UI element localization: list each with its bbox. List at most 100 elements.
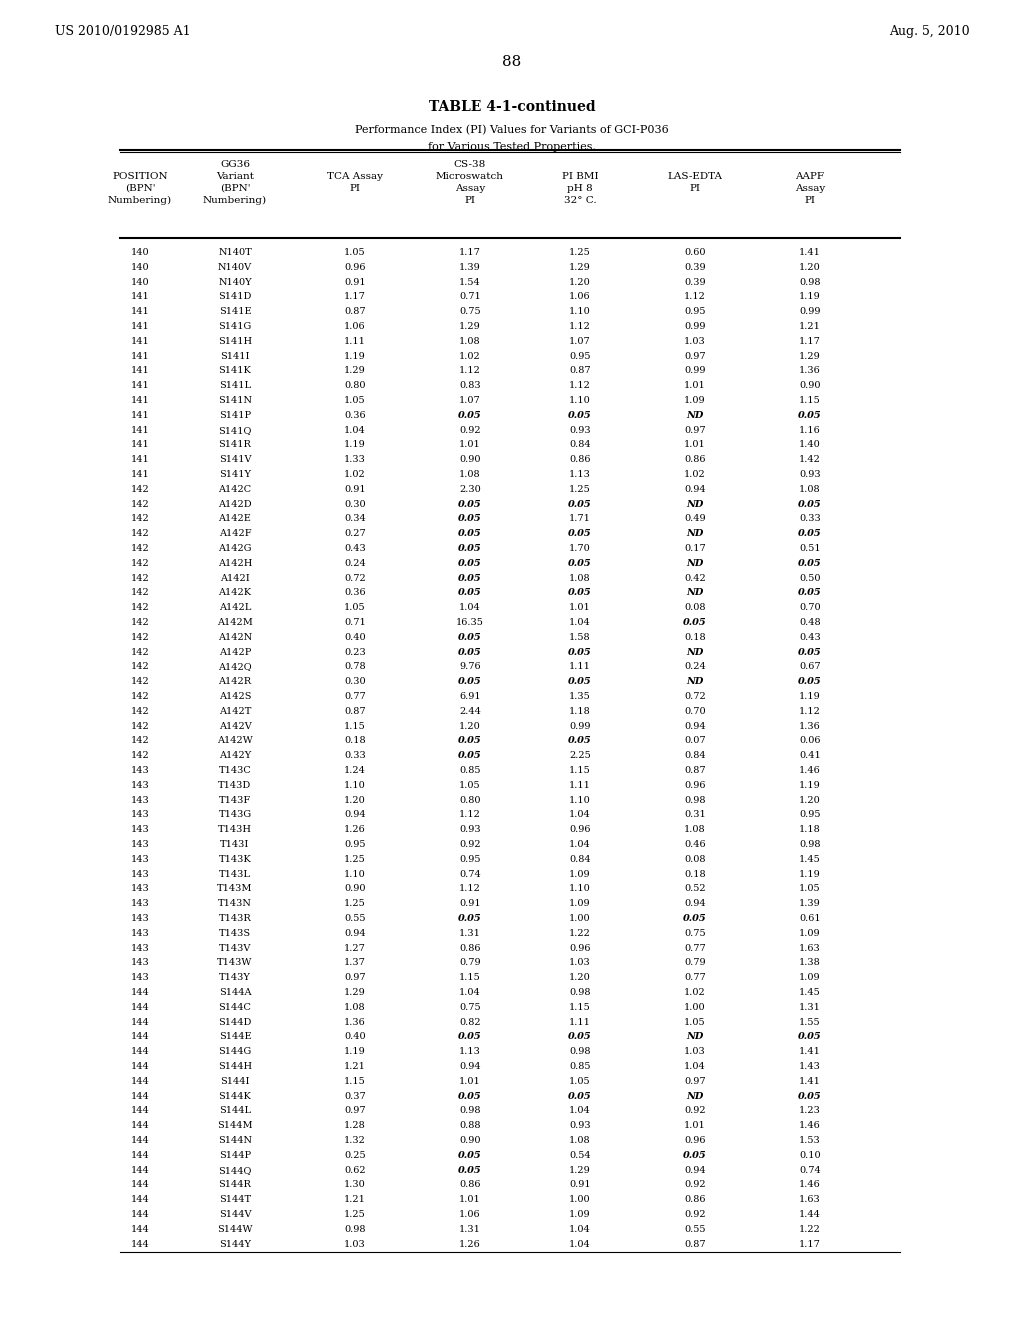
Text: 0.77: 0.77 (684, 944, 706, 953)
Text: 1.02: 1.02 (684, 470, 706, 479)
Text: 1.00: 1.00 (684, 1003, 706, 1012)
Text: A142M: A142M (217, 618, 253, 627)
Text: 1.13: 1.13 (569, 470, 591, 479)
Text: 1.21: 1.21 (344, 1063, 366, 1071)
Text: 0.39: 0.39 (684, 277, 706, 286)
Text: AAPF
Assay
PI: AAPF Assay PI (795, 172, 825, 205)
Text: T143N: T143N (218, 899, 252, 908)
Text: 0.05: 0.05 (798, 558, 822, 568)
Text: A142C: A142C (218, 484, 252, 494)
Text: A142F: A142F (219, 529, 251, 539)
Text: 0.97: 0.97 (684, 1077, 706, 1086)
Text: 0.70: 0.70 (799, 603, 821, 612)
Text: S141V: S141V (219, 455, 251, 465)
Text: 0.30: 0.30 (344, 499, 366, 508)
Text: 1.03: 1.03 (569, 958, 591, 968)
Text: 1.08: 1.08 (569, 574, 591, 582)
Text: 1.15: 1.15 (569, 1003, 591, 1012)
Text: T143G: T143G (218, 810, 252, 820)
Text: 140: 140 (131, 248, 150, 257)
Text: 142: 142 (131, 632, 150, 642)
Text: 0.90: 0.90 (459, 455, 480, 465)
Text: 0.97: 0.97 (684, 425, 706, 434)
Text: 0.05: 0.05 (458, 544, 482, 553)
Text: 0.91: 0.91 (344, 484, 366, 494)
Text: 143: 143 (131, 781, 150, 789)
Text: 0.05: 0.05 (458, 515, 482, 524)
Text: 1.31: 1.31 (799, 1003, 821, 1012)
Text: T143H: T143H (218, 825, 252, 834)
Text: A142W: A142W (217, 737, 253, 746)
Text: 1.15: 1.15 (459, 973, 481, 982)
Text: S144K: S144K (218, 1092, 252, 1101)
Text: 1.01: 1.01 (684, 381, 706, 391)
Text: PI BMI
pH 8
32° C.: PI BMI pH 8 32° C. (562, 172, 598, 205)
Text: 0.24: 0.24 (344, 558, 366, 568)
Text: 1.10: 1.10 (569, 884, 591, 894)
Text: 1.10: 1.10 (569, 796, 591, 805)
Text: 0.84: 0.84 (569, 855, 591, 863)
Text: 1.15: 1.15 (569, 766, 591, 775)
Text: 0.98: 0.98 (569, 1047, 591, 1056)
Text: 1.12: 1.12 (569, 322, 591, 331)
Text: A142R: A142R (218, 677, 252, 686)
Text: 143: 143 (131, 958, 150, 968)
Text: 1.32: 1.32 (344, 1137, 366, 1144)
Text: 0.33: 0.33 (799, 515, 821, 524)
Text: 0.83: 0.83 (459, 381, 481, 391)
Text: 1.03: 1.03 (344, 1239, 366, 1249)
Text: Microswatch
Assay
PI: Microswatch Assay PI (436, 172, 504, 205)
Text: 1.04: 1.04 (569, 810, 591, 820)
Text: 0.70: 0.70 (684, 706, 706, 715)
Text: 144: 144 (131, 1032, 150, 1041)
Text: 141: 141 (131, 293, 150, 301)
Text: 0.94: 0.94 (459, 1063, 481, 1071)
Text: 0.05: 0.05 (458, 677, 482, 686)
Text: 0.05: 0.05 (458, 648, 482, 656)
Text: 142: 142 (131, 558, 150, 568)
Text: 1.13: 1.13 (459, 1047, 481, 1056)
Text: 1.04: 1.04 (569, 618, 591, 627)
Text: A142P: A142P (219, 648, 251, 656)
Text: 1.10: 1.10 (569, 396, 591, 405)
Text: 142: 142 (131, 574, 150, 582)
Text: 1.26: 1.26 (459, 1239, 481, 1249)
Text: S141E: S141E (219, 308, 251, 317)
Text: 9.76: 9.76 (459, 663, 481, 672)
Text: 1.15: 1.15 (344, 722, 366, 730)
Text: 1.19: 1.19 (344, 1047, 366, 1056)
Text: 1.09: 1.09 (569, 870, 591, 879)
Text: 1.01: 1.01 (459, 1195, 481, 1204)
Text: 1.11: 1.11 (569, 663, 591, 672)
Text: 1.20: 1.20 (569, 277, 591, 286)
Text: 0.86: 0.86 (459, 1180, 480, 1189)
Text: 0.61: 0.61 (799, 913, 821, 923)
Text: 0.77: 0.77 (684, 973, 706, 982)
Text: 0.39: 0.39 (684, 263, 706, 272)
Text: 0.23: 0.23 (344, 648, 366, 656)
Text: 1.17: 1.17 (344, 293, 366, 301)
Text: 1.10: 1.10 (344, 870, 366, 879)
Text: 0.54: 0.54 (569, 1151, 591, 1160)
Text: 1.12: 1.12 (684, 293, 706, 301)
Text: A142D: A142D (218, 499, 252, 508)
Text: 0.82: 0.82 (459, 1018, 481, 1027)
Text: 0.05: 0.05 (568, 529, 592, 539)
Text: 0.91: 0.91 (344, 277, 366, 286)
Text: 1.00: 1.00 (569, 1195, 591, 1204)
Text: 143: 143 (131, 899, 150, 908)
Text: 1.41: 1.41 (799, 248, 821, 257)
Text: 1.58: 1.58 (569, 632, 591, 642)
Text: 0.18: 0.18 (344, 737, 366, 746)
Text: 0.86: 0.86 (684, 455, 706, 465)
Text: ND: ND (686, 529, 703, 539)
Text: 1.17: 1.17 (459, 248, 481, 257)
Text: 1.45: 1.45 (799, 987, 821, 997)
Text: 0.94: 0.94 (684, 1166, 706, 1175)
Text: 142: 142 (131, 618, 150, 627)
Text: 143: 143 (131, 855, 150, 863)
Text: 143: 143 (131, 840, 150, 849)
Text: 0.05: 0.05 (458, 751, 482, 760)
Text: 0.05: 0.05 (568, 499, 592, 508)
Text: 0.87: 0.87 (344, 706, 366, 715)
